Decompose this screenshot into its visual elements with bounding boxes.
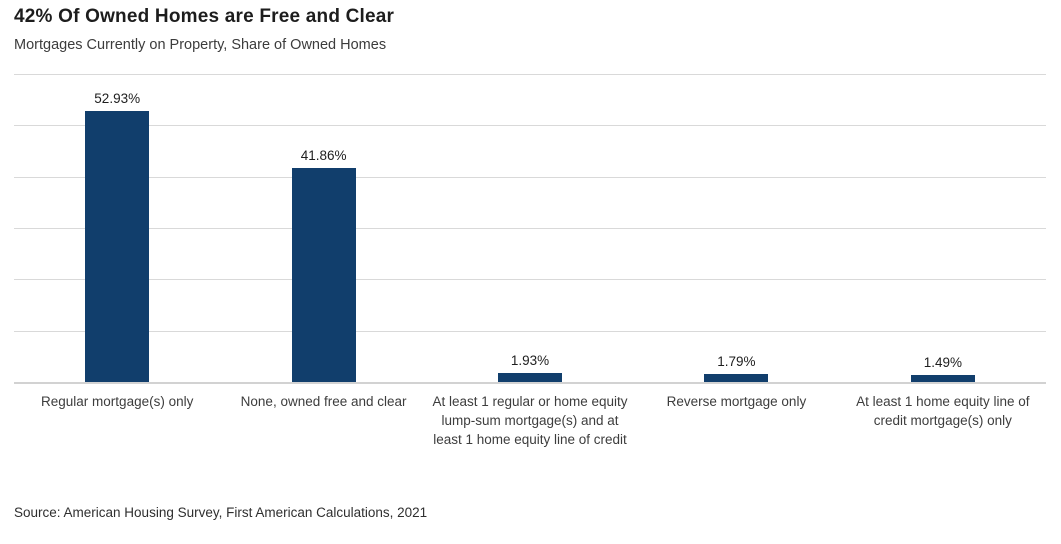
gridline [14,74,1046,75]
category-label: At least 1 home equity line of credit mo… [856,394,1030,428]
gridline [14,330,1046,332]
bar-column: 1.93% [427,75,633,383]
x-axis-line [14,382,1046,384]
bar-value-label: 41.86% [300,148,347,164]
gridline [14,125,1046,127]
bar-value-label: 1.49% [923,355,962,371]
category-label: None, owned free and clear [240,394,407,409]
bar [704,373,769,383]
category-labels-row: Regular mortgage(s) only None, owned free… [14,392,1046,449]
plot-area: 52.93% 41.86% 1.93% 1.79% 1.49% [14,74,1046,384]
gridline [14,228,1046,229]
bar-column: 52.93% [14,75,220,383]
bar [85,111,150,383]
bar [291,168,356,383]
bar-value-label: 1.79% [717,353,756,369]
gridline [14,279,1046,281]
bar-column: 1.49% [840,75,1046,383]
bar-value-label: 1.93% [510,353,550,369]
gridline [14,176,1046,178]
bars-row: 52.93% 41.86% 1.93% 1.79% 1.49% [14,75,1046,383]
bar [910,375,975,383]
bar-value-label: 52.93% [94,91,141,107]
bar-column: 41.86% [220,75,426,383]
bar-column: 1.79% [633,75,839,383]
category-label: Reverse mortgage only [666,394,807,409]
chart-subtitle: Mortgages Currently on Property, Share o… [14,37,387,53]
chart-title: 42% Of Owned Homes are Free and Clear [14,6,395,27]
category-label: At least 1 regular or home equity lump-s… [432,394,628,447]
category-label: Regular mortgage(s) only [41,394,194,409]
source-note: Source: American Housing Survey, First A… [14,505,428,520]
bar [498,373,563,383]
